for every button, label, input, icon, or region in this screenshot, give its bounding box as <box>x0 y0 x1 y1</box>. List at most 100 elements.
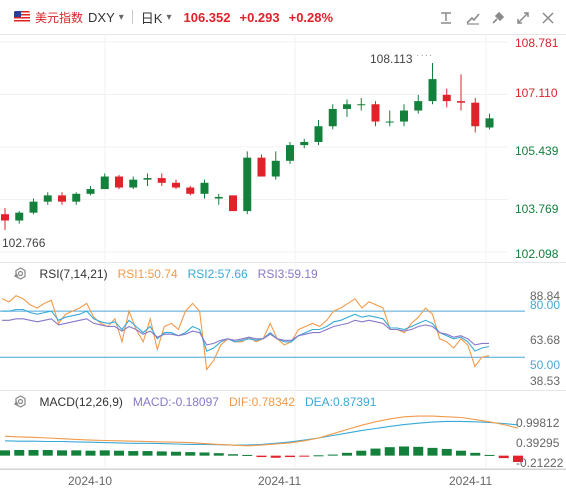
x-axis-label: 2024-11 <box>449 474 493 488</box>
chevron-down-icon[interactable]: ▾ <box>166 11 172 23</box>
chart-header: 美元指数 DXY ▾ 日K ▾ 106.352 +0.293 +0.28% <box>0 0 566 34</box>
candle-body <box>357 104 366 106</box>
macd-histogram-bar <box>299 455 310 457</box>
macd-histogram-bar <box>441 448 452 456</box>
macd-histogram-bar <box>513 455 523 462</box>
symbol-selector[interactable]: DXY <box>88 9 115 25</box>
price-tick: 105.439 <box>515 144 559 158</box>
macd-histogram-bar <box>156 451 167 456</box>
macd-histogram-bar <box>28 450 39 456</box>
candle-body <box>214 196 223 199</box>
candle-body <box>115 176 123 188</box>
high-marker: ···· <box>416 50 434 61</box>
candle-body <box>200 182 209 194</box>
high-label: 108.113 <box>370 52 413 66</box>
rsi-title: RSI(7,14,21) <box>39 267 108 281</box>
candle-body <box>157 178 166 183</box>
price-tick: 102.098 <box>515 247 559 261</box>
rsi-tick: 63.68 <box>530 333 561 347</box>
settings-tool-icon[interactable] <box>490 10 506 26</box>
candle-body <box>314 126 323 142</box>
candle-body <box>186 187 195 194</box>
rsi2-legend: RSI2:57.66 <box>187 267 248 281</box>
candle-body <box>72 193 81 202</box>
candle-body <box>428 79 437 102</box>
macd-histogram-bar <box>171 451 181 456</box>
macd-histogram-bar <box>57 450 67 456</box>
candle-body <box>485 118 494 128</box>
rsi3-legend: RSI3:59.19 <box>257 267 318 281</box>
cursor-icon[interactable] <box>515 10 531 26</box>
candle-body <box>172 182 180 188</box>
dif-legend-value: DIF:0.78342 <box>228 395 295 409</box>
macd-histogram-bar <box>128 451 139 456</box>
low-label: 102.766 <box>2 236 46 250</box>
macd-histogram-bar <box>384 447 395 456</box>
macd-histogram-bar <box>427 447 438 456</box>
candle-body <box>58 195 66 202</box>
dea-legend-value: DEA:0.87391 <box>305 395 377 409</box>
candle-body <box>442 94 451 102</box>
macd-histogram-bar <box>342 452 352 456</box>
candle-body <box>371 104 380 122</box>
candle-body <box>271 160 280 177</box>
x-axis-label: 2024-11 <box>258 474 302 488</box>
candle-body <box>286 145 294 161</box>
candle-body <box>143 178 152 180</box>
rsi-legend: ▴ RSI(7,14,21) RSI1:50.74 RSI2:57.66 RSI… <box>14 267 318 281</box>
macd-histogram-bar <box>413 446 424 456</box>
candle-body <box>257 157 266 177</box>
text-tool-icon[interactable] <box>438 10 454 26</box>
macd-histogram-bar <box>256 455 267 458</box>
divider <box>131 10 133 24</box>
macd-histogram-bar <box>242 454 253 456</box>
macd-histogram-bar <box>0 450 10 456</box>
price-tick: 108.781 <box>515 36 559 50</box>
rsi-tick: 80.00 <box>530 298 561 312</box>
gear-icon[interactable] <box>15 267 36 281</box>
macd-histogram-bar <box>470 452 481 456</box>
macd-legend-value: MACD:-0.18097 <box>132 395 219 409</box>
price-change-percent: +0.28% <box>288 9 334 25</box>
candle-body <box>86 189 95 194</box>
rsi-tick: 88.84 <box>530 289 561 303</box>
asset-title[interactable]: 美元指数 <box>35 10 84 25</box>
candle-body <box>343 104 351 109</box>
candle-body <box>400 110 408 122</box>
rsi-line-1 <box>1 295 490 371</box>
candle-body <box>129 179 138 188</box>
candle-body <box>300 141 309 146</box>
candle-body <box>229 195 237 212</box>
chevron-down-icon[interactable]: ▾ <box>118 11 124 23</box>
price-tick: 103.769 <box>515 202 559 216</box>
macd-dea-line <box>4 420 519 446</box>
candle-body <box>243 157 252 212</box>
rsi-line-2 <box>2 308 490 352</box>
candle-body <box>457 101 465 103</box>
gear-icon[interactable] <box>15 395 36 409</box>
candle-body <box>100 176 109 190</box>
macd-dif-line <box>4 415 519 447</box>
x-axis-label: 2024-10 <box>68 474 113 488</box>
rsi-tick: 50.00 <box>530 358 561 372</box>
candle-body <box>29 201 38 213</box>
macd-histogram-bar <box>199 452 210 456</box>
candle-body <box>471 102 480 127</box>
candle-body <box>385 121 394 123</box>
period-selector[interactable]: 日K <box>140 10 163 26</box>
candle-body <box>43 195 52 202</box>
macd-histogram-bar <box>270 455 281 458</box>
macd-histogram-bar <box>399 446 409 456</box>
fullscreen-icon[interactable] <box>540 10 556 26</box>
candle-body <box>1 214 9 221</box>
draw-tool-icon[interactable] <box>465 10 481 26</box>
macd-histogram-bar <box>356 450 367 456</box>
macd-histogram-bar <box>142 451 153 456</box>
rsi-line-3 <box>2 318 489 346</box>
macd-histogram-bar <box>456 450 466 456</box>
rsi1-legend: RSI1:50.74 <box>117 267 178 281</box>
rsi-tick: 38.53 <box>530 374 561 388</box>
us-flag-icon <box>14 11 30 23</box>
macd-histogram-bar <box>71 450 82 456</box>
